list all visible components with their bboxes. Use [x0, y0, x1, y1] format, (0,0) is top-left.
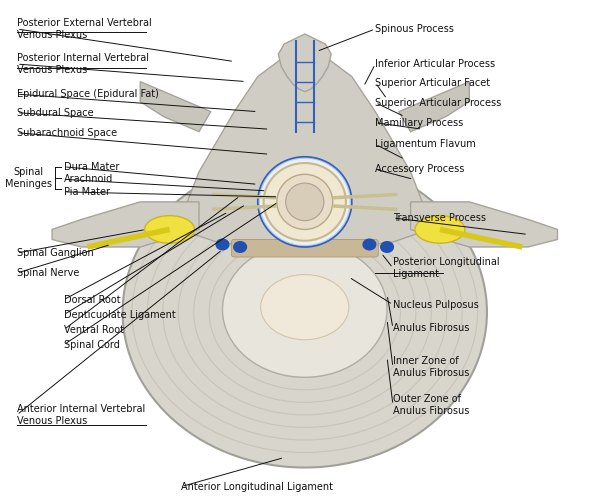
Text: Nucleus Pulposus: Nucleus Pulposus	[393, 300, 479, 309]
Text: Spinal
Meninges: Spinal Meninges	[5, 167, 52, 188]
Text: Transverse Process: Transverse Process	[393, 213, 486, 223]
Ellipse shape	[223, 242, 387, 377]
Text: Inferior Articular Process: Inferior Articular Process	[375, 59, 496, 69]
Text: Inner Zone of
Anulus Fibrosus: Inner Zone of Anulus Fibrosus	[393, 356, 469, 378]
Text: Ligamentum Flavum: Ligamentum Flavum	[375, 139, 476, 149]
FancyBboxPatch shape	[232, 239, 378, 257]
Ellipse shape	[263, 163, 346, 241]
Circle shape	[215, 238, 230, 250]
Text: Posterior Longitudinal
Ligament: Posterior Longitudinal Ligament	[393, 257, 500, 279]
Text: Superior Articular Facet: Superior Articular Facet	[375, 78, 490, 88]
Text: Dura Mater: Dura Mater	[64, 162, 119, 172]
PathPatch shape	[187, 41, 422, 247]
Text: Anulus Fibrosus: Anulus Fibrosus	[393, 323, 469, 333]
Text: Spinal Nerve: Spinal Nerve	[17, 268, 79, 278]
Text: Posterior Internal Vertebral
Venous Plexus: Posterior Internal Vertebral Venous Plex…	[17, 53, 149, 75]
Ellipse shape	[260, 275, 349, 340]
Circle shape	[362, 238, 376, 250]
Text: Outer Zone of
Anulus Fibrosus: Outer Zone of Anulus Fibrosus	[393, 394, 469, 416]
Text: Subarachnoid Space: Subarachnoid Space	[17, 128, 117, 138]
Text: Posterior External Vertebral
Venous Plexus: Posterior External Vertebral Venous Plex…	[17, 18, 152, 40]
Text: Ventral Root: Ventral Root	[64, 325, 124, 335]
Text: Accessory Process: Accessory Process	[375, 164, 464, 174]
Text: Dorsal Root: Dorsal Root	[64, 295, 121, 304]
Text: Arachnoid: Arachnoid	[64, 174, 113, 184]
PathPatch shape	[278, 34, 331, 92]
Ellipse shape	[277, 174, 332, 229]
Ellipse shape	[259, 158, 350, 246]
Text: Spinal Cord: Spinal Cord	[64, 340, 120, 350]
Ellipse shape	[415, 216, 465, 243]
Text: Denticuolate Ligament: Denticuolate Ligament	[64, 309, 176, 320]
Ellipse shape	[122, 157, 487, 468]
Text: Anterior Internal Vertebral
Venous Plexus: Anterior Internal Vertebral Venous Plexu…	[17, 404, 145, 426]
Text: Anterior Longitudinal Ligament: Anterior Longitudinal Ligament	[181, 481, 334, 491]
Text: Pia Mater: Pia Mater	[64, 187, 110, 197]
Circle shape	[233, 241, 247, 253]
Text: Mamillary Process: Mamillary Process	[375, 118, 464, 128]
Text: Epidural Space (Epidural Fat): Epidural Space (Epidural Fat)	[17, 89, 158, 99]
Ellipse shape	[286, 183, 324, 221]
PathPatch shape	[399, 82, 469, 132]
Text: Subdural Space: Subdural Space	[17, 108, 94, 117]
Text: Superior Articular Process: Superior Articular Process	[375, 98, 502, 108]
PathPatch shape	[52, 202, 199, 247]
PathPatch shape	[410, 202, 557, 247]
PathPatch shape	[140, 82, 211, 132]
Text: Spinous Process: Spinous Process	[375, 24, 454, 34]
Text: Spinal Ganglion: Spinal Ganglion	[17, 248, 94, 258]
Circle shape	[380, 241, 394, 253]
Ellipse shape	[145, 216, 194, 243]
